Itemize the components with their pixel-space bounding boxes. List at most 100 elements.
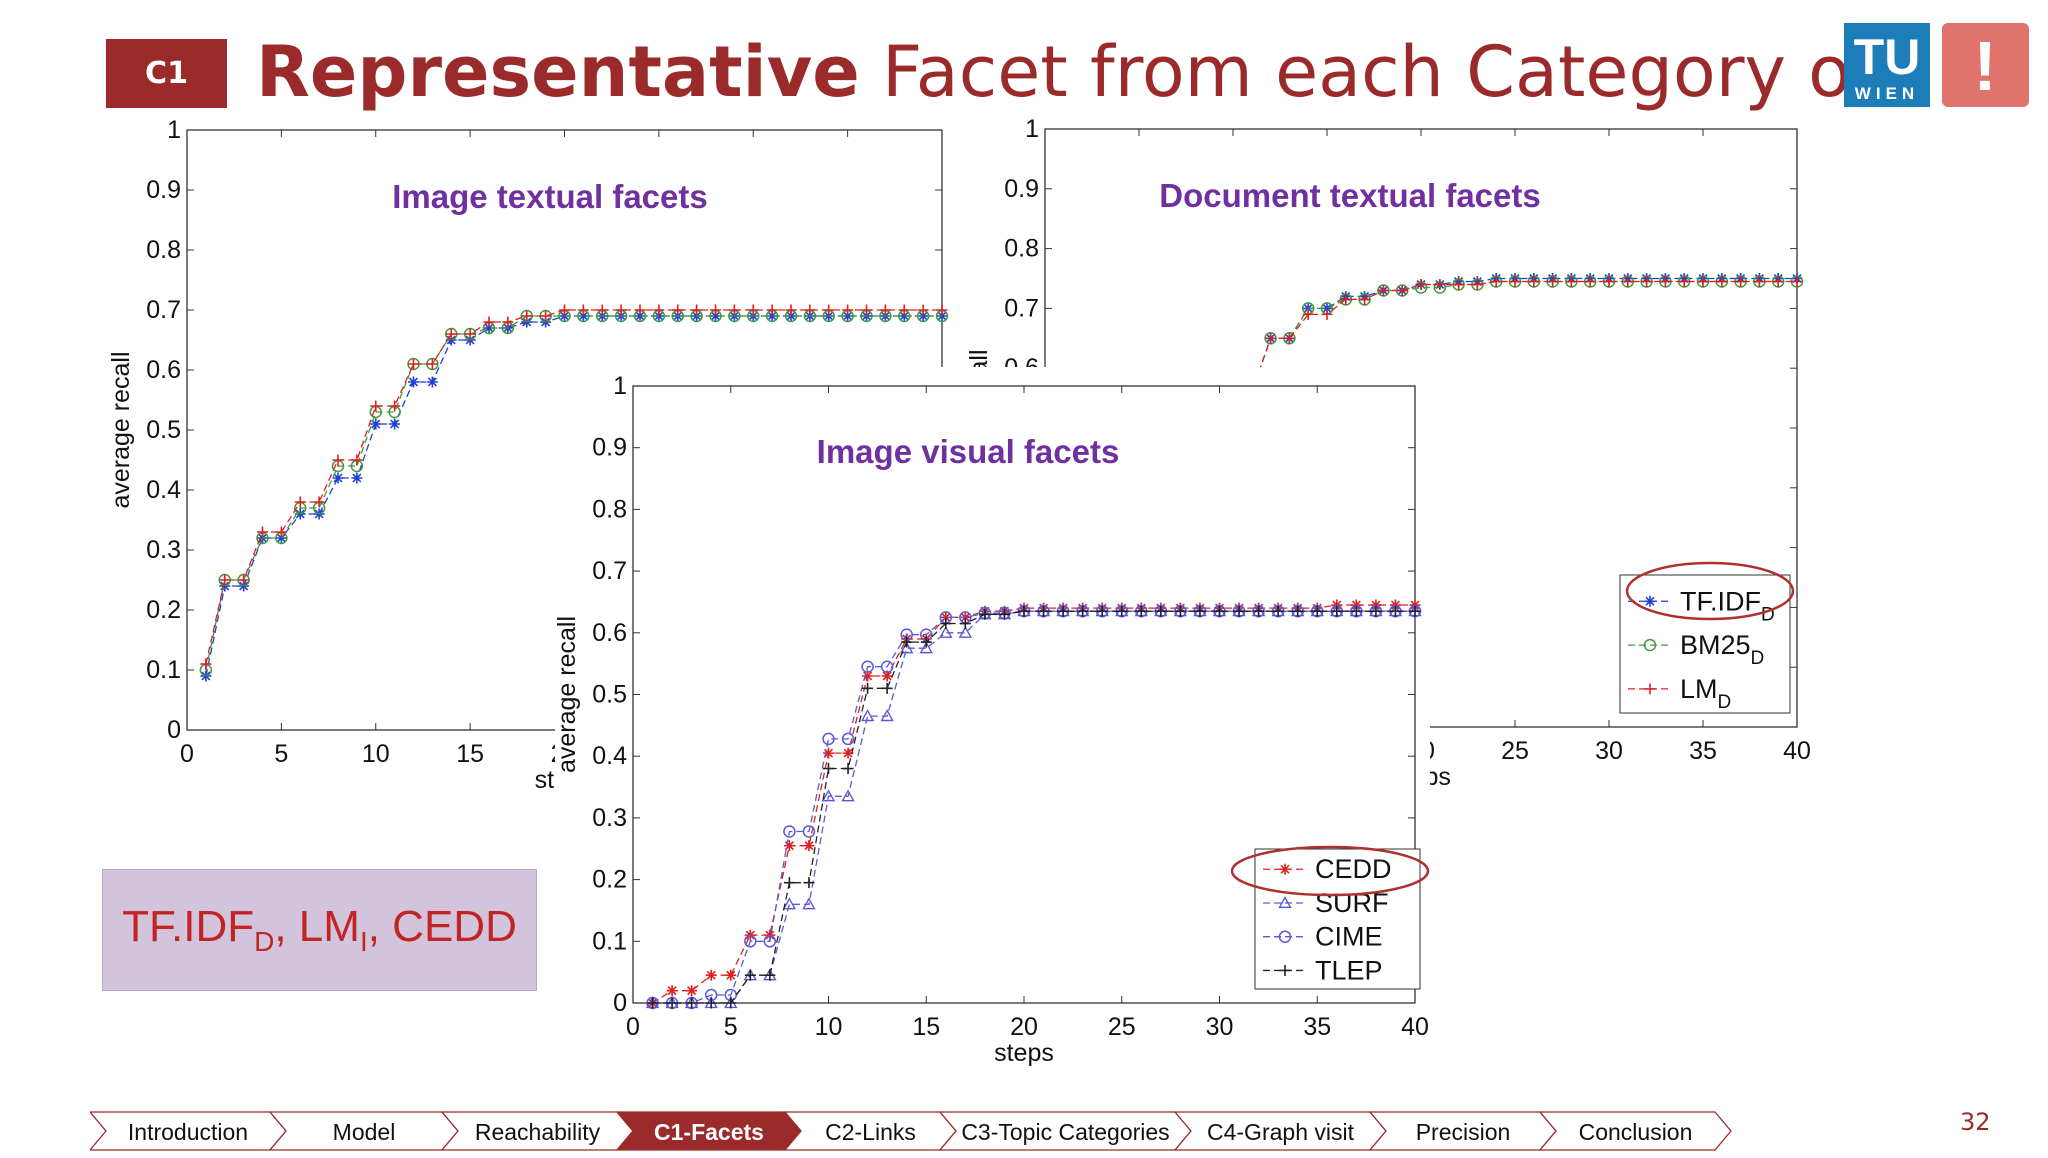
circle-marker: [880, 660, 894, 673]
plus-marker: [783, 877, 795, 889]
y-tick-label: 1: [1025, 115, 1039, 143]
plus-marker: [1340, 293, 1352, 305]
circle-marker: [1643, 638, 1657, 652]
chart-title: Document textual facets: [1159, 177, 1540, 214]
page-number: 32: [1960, 1108, 1991, 1136]
plus-marker: [901, 636, 913, 648]
star-marker: [483, 322, 495, 334]
plus-marker: [408, 358, 419, 370]
nav-item-c4-graph-visit[interactable]: C4-Graph visit: [1173, 1111, 1387, 1151]
plus-marker: [728, 304, 740, 316]
plus-marker: [502, 316, 514, 328]
logo-red-block: [1942, 23, 2029, 107]
chart-image-visual-facets: 0 0.1 0.2 0.3 0.4 0.5 0.6 0.7 0.8 0.9 1 0 5 10 15 20 25 3…: [550, 367, 1430, 1067]
summary-part-1: TF.IDF: [122, 902, 255, 952]
nav-item-model[interactable]: Model: [268, 1111, 459, 1151]
x-tick-label: 30: [1595, 737, 1623, 765]
x-tick-label: 0: [180, 740, 194, 768]
plus-marker: [1279, 964, 1291, 976]
star-marker: [898, 310, 910, 322]
star-marker: [766, 310, 778, 322]
y-tick-label: 0.3: [592, 804, 627, 832]
nav-item-conclusion[interactable]: Conclusion: [1538, 1111, 1732, 1151]
circle-marker: [841, 732, 855, 746]
circle-marker: [802, 825, 816, 838]
series-tlep: [647, 605, 1421, 1009]
circle-marker: [783, 825, 796, 838]
y-tick-label: 0.8: [592, 495, 627, 523]
x-tick-label: 0: [626, 1013, 640, 1041]
legend-label-sub: D: [1761, 604, 1775, 625]
tu-wien-logo: TU WIEN !: [1843, 22, 2033, 113]
y-tick-label: 0.9: [146, 176, 181, 204]
star-marker: [940, 611, 952, 623]
nav-item-precision[interactable]: Precision: [1368, 1111, 1557, 1151]
x-tick-label: 40: [1401, 1013, 1429, 1041]
nav-item-c2-links[interactable]: C2-Links: [783, 1111, 957, 1151]
y-tick-label: 0.7: [1004, 294, 1039, 322]
triangle-marker: [1278, 896, 1292, 909]
plus-marker: [1359, 293, 1371, 305]
star-marker: [370, 418, 382, 430]
plus-marker: [959, 618, 971, 630]
plus-marker: [1292, 605, 1304, 617]
series-lm-d: [200, 304, 948, 670]
nav-item-introduction[interactable]: Introduction: [88, 1111, 287, 1151]
logo-mark: !: [1973, 27, 1996, 105]
triangle-marker: [802, 897, 816, 910]
star-marker: [823, 747, 834, 759]
x-tick-label: 15: [456, 740, 484, 768]
nav-item-c3-topic-categories[interactable]: C3-Topic Categories: [938, 1111, 1192, 1151]
section-badge: C1: [106, 39, 227, 108]
x-tick-label: 15: [912, 1013, 940, 1041]
plus-marker: [705, 997, 717, 1009]
chart-title: Image textual facets: [392, 178, 707, 215]
plus-marker: [823, 304, 835, 316]
nav-item-reachability[interactable]: Reachability: [440, 1111, 634, 1151]
star-marker: [783, 840, 795, 852]
y-tick-label: 0.7: [146, 296, 181, 324]
x-tick-label: 10: [815, 1013, 843, 1041]
legend-item: CEDD: [1263, 854, 1392, 884]
triangle-marker: [880, 709, 894, 722]
plus-marker: [351, 454, 363, 466]
plus-marker: [521, 310, 533, 322]
plus-marker: [1453, 278, 1465, 290]
plus-marker: [1265, 332, 1277, 344]
plus-marker: [940, 618, 952, 630]
plus-marker: [1509, 275, 1521, 287]
nav-svg: Introduction Model Reachability C1-Facets C2…: [88, 1111, 1732, 1151]
summary-box: TF.IDFD, LMI, CEDD: [102, 869, 537, 991]
x-tick-label: 30: [1206, 1013, 1234, 1041]
star-marker: [577, 310, 589, 322]
plus-marker: [1659, 275, 1671, 287]
summary-text: TF.IDFD, LMI, CEDD: [122, 902, 517, 958]
legend-item: CIME: [1263, 922, 1383, 952]
star-marker: [426, 376, 438, 388]
plus-marker: [275, 526, 287, 538]
y-tick-label: 0.1: [592, 927, 627, 955]
nav-label: C1-Facets: [654, 1119, 764, 1145]
plus-marker: [804, 304, 816, 316]
nav-label: Introduction: [128, 1119, 248, 1145]
plus-marker: [1377, 284, 1389, 296]
plus-marker: [219, 574, 231, 586]
plus-marker: [1370, 605, 1382, 617]
series-line: [652, 604, 1415, 1004]
plus-marker: [842, 304, 854, 316]
nav-item-c1-facets[interactable]: C1-Facets: [615, 1111, 802, 1151]
legend-label-sub: D: [1751, 648, 1765, 669]
summary-part-3: , CEDD: [367, 902, 517, 952]
x-tick-label: 25: [1108, 1013, 1136, 1041]
plus-marker: [1396, 284, 1408, 296]
plus-marker: [1753, 275, 1765, 287]
triangle-marker: [900, 641, 914, 654]
plus-marker: [647, 997, 659, 1009]
plus-marker: [936, 304, 948, 316]
slide-title: Representative Facet from each Category …: [256, 30, 1876, 114]
plus-marker: [1565, 275, 1577, 287]
plus-marker: [257, 526, 268, 538]
x-tick-label: 35: [1303, 1013, 1331, 1041]
